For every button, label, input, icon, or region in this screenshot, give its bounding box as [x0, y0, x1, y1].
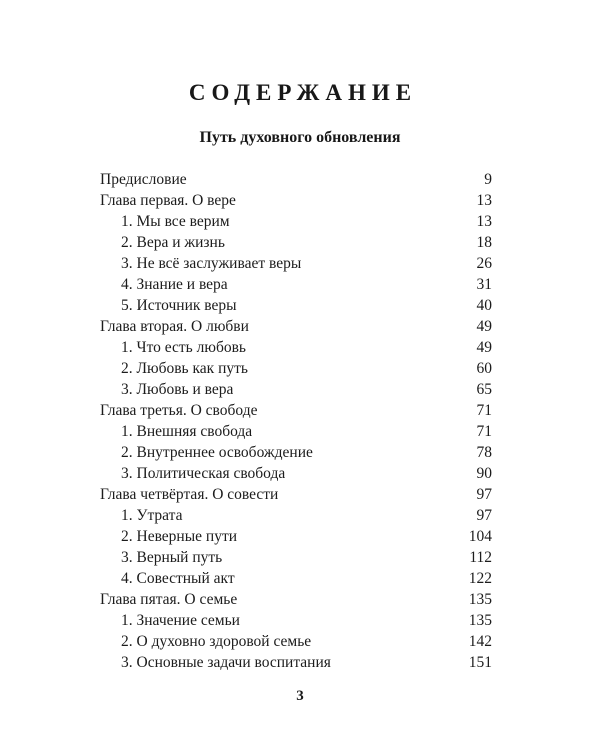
toc-entry-page-number: 135	[468, 591, 492, 608]
toc-entry: 1. Что есть любовь 49	[100, 337, 492, 358]
toc-entry-label: Глава третья. О свободе	[100, 402, 258, 419]
footer-page-number: 3	[296, 688, 304, 704]
toc-entry: 2. Любовь как путь 60	[100, 358, 492, 379]
toc-entry: 5. Источник веры 40	[100, 295, 492, 316]
toc-entry-page-number: 97	[476, 507, 493, 524]
toc-entry-page-number: 90	[476, 465, 493, 482]
toc-entry-label: 4. Совестный акт	[121, 570, 235, 587]
toc-entry: 4. Знание и вера 31	[100, 274, 492, 295]
toc-entry: 2. Вера и жизнь 18	[100, 232, 492, 253]
toc-entry-page-number: 104	[468, 528, 492, 545]
toc-entry: Глава первая. О вере 13	[100, 190, 492, 211]
toc-entry: 1. Внешняя свобода 71	[100, 421, 492, 442]
toc-entry-page-number: 13	[476, 213, 493, 230]
toc-entry-label: 2. Внутреннее освобождение	[121, 444, 313, 461]
toc-entry: 2. О духовно здоровой семье 142	[100, 631, 492, 652]
toc-entry-label: Глава первая. О вере	[100, 192, 236, 209]
toc-entry-label: 3. Не всё заслуживает веры	[121, 255, 302, 272]
page-title: СОДЕРЖАНИЕ	[188, 80, 418, 105]
toc-entry: Глава пятая. О семье 135	[100, 589, 492, 610]
toc-entry: 1. Мы все верим 13	[100, 211, 492, 232]
toc-entry-page-number: 142	[468, 633, 492, 650]
toc-entry: 4. Совестный акт 122	[100, 568, 492, 589]
toc-entry-page-number: 31	[476, 276, 493, 293]
toc-entry-label: 3. Верный путь	[121, 549, 223, 566]
toc-list: Предисловие 9 Глава первая. О вере 13 1. Мы …	[100, 169, 492, 673]
toc-entry-label: Глава четвёртая. О совести	[100, 486, 279, 503]
toc-entry-label: 2. О духовно здоровой семье	[121, 633, 312, 650]
toc-entry-page-number: 49	[476, 318, 493, 335]
toc-entry-page-number: 9	[484, 171, 492, 188]
toc-entry-page-number: 135	[468, 612, 492, 629]
toc-entry-page-number: 13	[476, 192, 493, 209]
toc-entry-label: 1. Мы все верим	[121, 213, 230, 230]
toc-entry-page-number: 18	[476, 234, 493, 251]
toc-entry-label: 1. Внешняя свобода	[121, 423, 253, 440]
toc-entry-page-number: 60	[476, 360, 493, 377]
toc-entry-page-number: 71	[476, 423, 493, 440]
toc-entry: 3. Любовь и вера 65	[100, 379, 492, 400]
toc-entry-label: 3. Основные задачи воспитания	[121, 654, 331, 671]
toc-entry: 1. Утрата 97	[100, 505, 492, 526]
toc-entry-page-number: 78	[476, 444, 493, 461]
toc-entry-label: Глава вторая. О любви	[100, 318, 249, 335]
toc-entry: 3. Политическая свобода 90	[100, 463, 492, 484]
toc-entry-page-number: 71	[476, 402, 493, 419]
toc-entry: Глава вторая. О любви 49	[100, 316, 492, 337]
toc-entry-label: 5. Источник веры	[121, 297, 237, 314]
toc-entry: 3. Верный путь 112	[100, 547, 492, 568]
toc-entry-page-number: 49	[476, 339, 493, 356]
toc-entry-page-number: 65	[476, 381, 493, 398]
toc-entry-label: 3. Любовь и вера	[121, 381, 234, 398]
toc-entry-page-number: 97	[476, 486, 493, 503]
toc-entry: Глава третья. О свободе 71	[100, 400, 492, 421]
toc-entry-page-number: 40	[476, 297, 493, 314]
toc-entry: 3. Основные задачи воспитания 151	[100, 652, 492, 673]
book-title: Путь духовного обновления	[199, 129, 401, 146]
toc-entry-label: Предисловие	[100, 171, 187, 188]
toc-entry: Предисловие 9	[100, 169, 492, 190]
toc-entry-label: 1. Значение семьи	[121, 612, 240, 629]
toc-entry-label: 2. Неверные пути	[121, 528, 238, 545]
toc-entry-label: 2. Любовь как путь	[121, 360, 248, 377]
toc-entry-label: 2. Вера и жизнь	[121, 234, 225, 251]
toc-entry-label: 1. Что есть любовь	[121, 339, 246, 356]
toc-entry: 3. Не всё заслуживает веры 26	[100, 253, 492, 274]
toc-entry-label: 1. Утрата	[121, 507, 183, 524]
toc-entry-page-number: 112	[469, 549, 492, 566]
toc-entry-page-number: 26	[476, 255, 493, 272]
toc-entry-label: 3. Политическая свобода	[121, 465, 286, 482]
toc-entry: 2. Неверные пути 104	[100, 526, 492, 547]
toc-entry: 1. Значение семьи 135	[100, 610, 492, 631]
toc-entry-label: Глава пятая. О семье	[100, 591, 238, 608]
toc-entry-label: 4. Знание и вера	[121, 276, 228, 293]
toc-entry: Глава четвёртая. О совести 97	[100, 484, 492, 505]
toc-entry: 2. Внутреннее освобождение 78	[100, 442, 492, 463]
toc-entry-page-number: 151	[468, 654, 492, 671]
toc-entry-page-number: 122	[468, 570, 492, 587]
